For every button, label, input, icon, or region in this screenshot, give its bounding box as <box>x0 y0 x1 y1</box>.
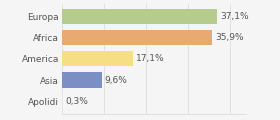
Bar <box>62 9 218 24</box>
Bar <box>62 72 102 88</box>
Bar <box>62 51 134 66</box>
Text: 35,9%: 35,9% <box>215 33 244 42</box>
Text: 17,1%: 17,1% <box>136 54 165 63</box>
Bar <box>62 94 63 109</box>
Text: 0,3%: 0,3% <box>65 97 88 106</box>
Bar <box>62 30 212 45</box>
Text: 9,6%: 9,6% <box>104 76 127 85</box>
Text: 37,1%: 37,1% <box>220 12 249 21</box>
